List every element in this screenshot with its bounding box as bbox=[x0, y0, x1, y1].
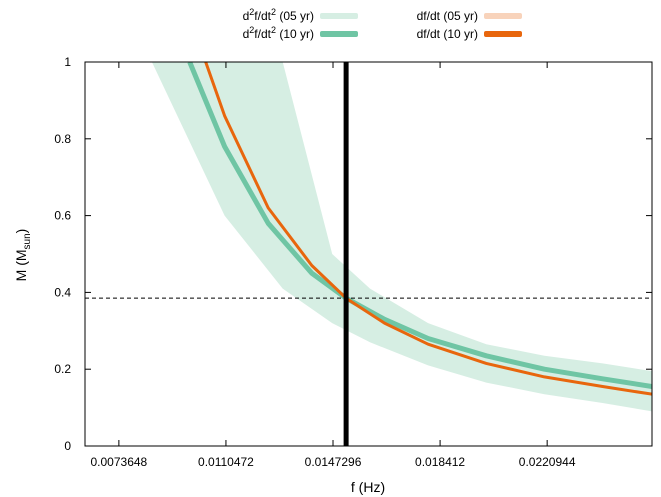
legend-label-part: 2 bbox=[249, 7, 254, 17]
legend-label-part: df/dt bbox=[417, 27, 441, 41]
plot-content bbox=[85, 62, 652, 446]
x-tick-label: 0.0110472 bbox=[198, 455, 254, 469]
legend-label-part: df/dt bbox=[417, 9, 441, 23]
x-tick-label: 0.018412 bbox=[415, 455, 465, 469]
legend-label-part: (10 yr) bbox=[276, 27, 314, 41]
legend-swatch bbox=[484, 31, 522, 37]
x-tick-label: 0.0073648 bbox=[91, 455, 148, 469]
legend-label-part: f/dt bbox=[254, 27, 271, 41]
legend-label: df/dt (10 yr) bbox=[417, 27, 478, 41]
legend-label-part: (05 yr) bbox=[276, 9, 314, 23]
legend-label-part: 2 bbox=[249, 25, 254, 35]
legend: d2f/dt2 (05 yr)d2f/dt2 (10 yr)df/dt (05 … bbox=[243, 7, 522, 41]
plot-frame bbox=[84, 61, 653, 447]
legend-label-part: (10 yr) bbox=[440, 27, 478, 41]
legend-label: df/dt (05 yr) bbox=[417, 9, 478, 23]
legend-label: d2f/dt2 (10 yr) bbox=[243, 25, 314, 41]
y-tick-label: 0.8 bbox=[54, 132, 71, 146]
y-tick-label: 0.6 bbox=[54, 209, 71, 223]
legend-label-part: d bbox=[243, 27, 250, 41]
line-series-1 bbox=[187, 62, 652, 389]
legend-label: d2f/dt2 (05 yr) bbox=[243, 7, 314, 23]
axes: 0.0073648 0.0110472 0.0147296 0.018412 0.022… bbox=[54, 55, 653, 469]
plot-area bbox=[85, 62, 652, 446]
band-series-0 bbox=[151, 62, 652, 412]
legend-swatch bbox=[320, 13, 358, 19]
legend-label-part: f/dt bbox=[254, 9, 271, 23]
x-tick-label: 0.0147296 bbox=[305, 455, 362, 469]
line-series-3 bbox=[204, 62, 652, 396]
x-tick-label: 0.0220944 bbox=[519, 455, 576, 469]
y-tick-label: 1 bbox=[64, 55, 71, 69]
legend-label-part: d bbox=[243, 9, 250, 23]
y-tick-label: 0 bbox=[64, 439, 71, 453]
legend-label-part: 2 bbox=[271, 7, 276, 17]
y-tick-label: 0.2 bbox=[54, 362, 71, 376]
legend-label-part: (05 yr) bbox=[440, 9, 478, 23]
y-tick-label: 0.4 bbox=[54, 285, 71, 299]
y-axis-label: M (Msun) bbox=[13, 229, 33, 282]
legend-label-part: 2 bbox=[271, 25, 276, 35]
legend-swatch bbox=[320, 31, 358, 37]
legend-swatch bbox=[484, 13, 522, 19]
x-axis-label: f (Hz) bbox=[351, 479, 385, 495]
